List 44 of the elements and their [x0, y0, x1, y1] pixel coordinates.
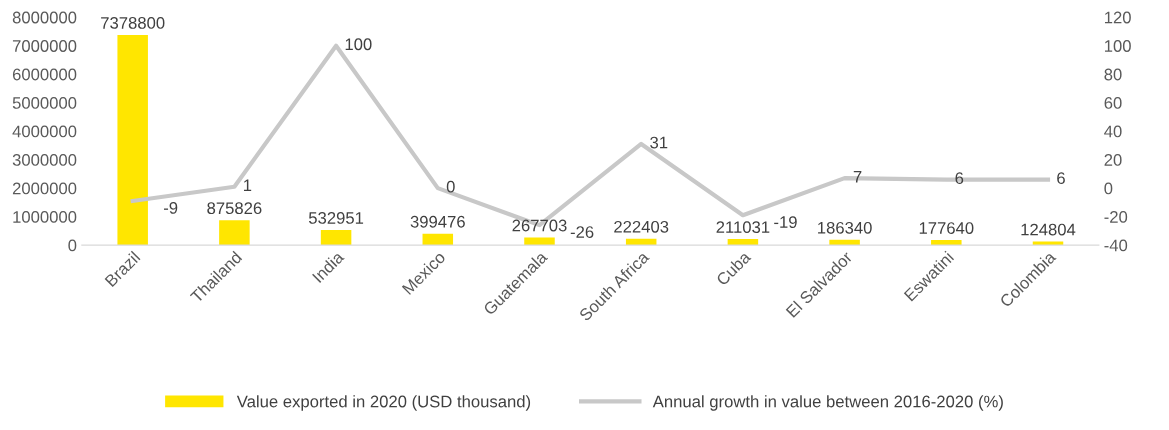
data-label: 6 — [1057, 172, 1065, 185]
y2-tick-label: 120 — [1104, 11, 1131, 24]
data-label: 7 — [853, 171, 862, 183]
data-label: 100 — [345, 38, 372, 51]
data-label: 211031 — [716, 221, 770, 234]
y2-tick-label: -40 — [1104, 239, 1128, 252]
bar — [524, 237, 555, 246]
y-tick-label: 8000000 — [12, 11, 77, 24]
y-tick-label: 4000000 — [12, 125, 77, 138]
data-label: 0 — [446, 180, 455, 193]
data-label: 399476 — [410, 215, 465, 228]
y2-tick-label: 20 — [1104, 154, 1122, 166]
legend-label: Annual growth in value between 2016-2020 (%) — [652, 395, 1003, 411]
data-label: 222403 — [614, 220, 669, 233]
y2-tick-label: 0 — [1104, 182, 1113, 195]
data-label: 875826 — [207, 202, 262, 215]
data-label: -9 — [163, 201, 178, 214]
bar — [117, 34, 148, 246]
y-tick-label: 5000000 — [12, 97, 77, 109]
y-tick-label: 1000000 — [13, 211, 77, 223]
data-label: 1 — [243, 179, 252, 192]
y-tick-label: 2000000 — [12, 182, 77, 195]
data-label: 6 — [955, 172, 964, 185]
y-tick-label: 6000000 — [12, 68, 77, 81]
data-label: 186340 — [818, 221, 872, 234]
y2-tick-label: 60 — [1104, 97, 1122, 109]
y2-tick-label: 40 — [1104, 125, 1122, 138]
bar — [320, 229, 352, 246]
legend-label: Value exported in 2020 (USD thousand) — [236, 395, 531, 411]
y2-tick-label: -20 — [1104, 211, 1128, 223]
y-tick-label: 7000000 — [12, 40, 77, 52]
data-label: 124804 — [1021, 223, 1076, 236]
data-label: -19 — [774, 216, 797, 228]
data-label: 31 — [650, 136, 668, 149]
y-tick-label: 3000000 — [12, 154, 77, 166]
data-label: 532951 — [308, 212, 364, 224]
data-label: 267703 — [512, 219, 567, 232]
data-label: -26 — [570, 226, 594, 238]
y-tick-label: 0 — [68, 239, 77, 252]
data-label: 177640 — [919, 222, 974, 234]
y2-tick-label: 100 — [1104, 40, 1131, 52]
bar — [219, 220, 250, 246]
y2-tick-label: 80 — [1104, 68, 1122, 81]
data-label: 7378800 — [101, 17, 165, 29]
